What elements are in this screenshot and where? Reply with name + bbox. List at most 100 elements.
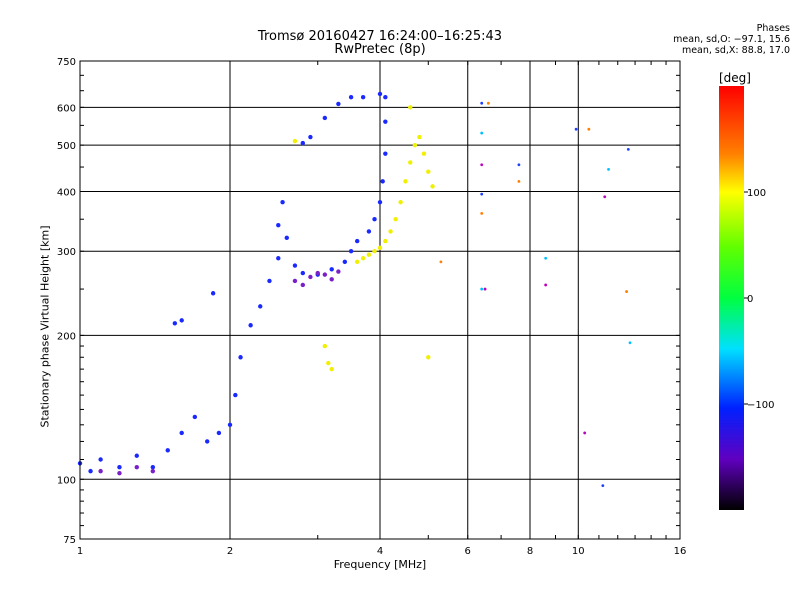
colorbar-ticks: [deg] 100 0 −100 xyxy=(719,71,774,411)
echo-point xyxy=(383,238,388,244)
echo-point xyxy=(326,360,331,366)
echo-point xyxy=(403,179,408,184)
x-tick-label: 2 xyxy=(227,546,233,557)
sparse-echo-point xyxy=(544,283,548,287)
echo-point xyxy=(426,355,431,360)
colorbar-unit-label: [deg] xyxy=(719,71,751,85)
echo-point xyxy=(336,101,341,107)
y-tick-label: 600 xyxy=(57,103,76,114)
echo-point xyxy=(248,323,253,328)
sparse-echo-point xyxy=(601,484,605,488)
echo-point xyxy=(117,470,122,476)
echo-point xyxy=(348,249,354,254)
echo-point xyxy=(329,277,334,282)
sparse-echo-point xyxy=(607,167,610,171)
echo-point xyxy=(98,457,103,462)
sparse-echo-point xyxy=(625,290,628,293)
colorbar-tick-label: 100 xyxy=(747,188,766,199)
data-points-layer xyxy=(77,91,632,488)
echo-point xyxy=(426,169,431,174)
echo-point xyxy=(292,138,298,144)
echo-point xyxy=(88,468,93,474)
y-tick-label: 400 xyxy=(57,187,76,198)
echo-point xyxy=(308,134,313,140)
echo-point xyxy=(430,184,435,189)
echo-point xyxy=(292,263,298,268)
chart-title-line2: RwPretec (8p) xyxy=(334,42,426,57)
x-tick-label: 6 xyxy=(465,546,471,557)
echo-point xyxy=(408,160,413,165)
echo-point xyxy=(393,217,398,222)
echo-point xyxy=(342,259,348,265)
echo-point xyxy=(408,105,413,110)
echo-point xyxy=(417,134,422,140)
echo-point xyxy=(366,252,372,257)
echo-point xyxy=(134,464,139,470)
echo-point xyxy=(377,245,383,250)
echo-point xyxy=(292,278,298,284)
echo-point xyxy=(366,229,372,234)
echo-point xyxy=(204,439,210,444)
sparse-echo-point xyxy=(544,256,548,260)
y-tick-label: 750 xyxy=(57,57,76,68)
echo-point xyxy=(300,270,306,276)
echo-point xyxy=(179,318,184,323)
sparse-echo-point xyxy=(574,127,578,131)
echo-point xyxy=(233,392,238,398)
echo-point xyxy=(412,142,418,148)
echo-point xyxy=(150,468,156,474)
echo-point xyxy=(329,267,334,272)
echo-point xyxy=(280,199,285,205)
echo-point xyxy=(398,199,403,205)
plot-frame xyxy=(79,60,681,540)
echo-point xyxy=(300,282,306,288)
sparse-echo-point xyxy=(480,163,484,167)
echo-point xyxy=(258,304,263,309)
echo-point xyxy=(383,119,388,124)
echo-point xyxy=(216,430,222,436)
x-axis-label: Frequency [MHz] xyxy=(333,558,427,571)
echo-point xyxy=(354,259,360,265)
echo-point xyxy=(300,140,306,146)
echo-point xyxy=(315,270,320,276)
echo-point xyxy=(165,448,170,453)
x-tick-label: 4 xyxy=(377,546,383,557)
echo-point xyxy=(238,355,243,360)
sparse-echo-point xyxy=(626,147,630,151)
y-tick-label: 200 xyxy=(57,331,76,342)
sparse-echo-point xyxy=(517,163,521,167)
y-tick-label: 100 xyxy=(57,475,76,486)
sparse-echo-point xyxy=(583,431,587,435)
echo-point xyxy=(372,249,377,254)
echo-point xyxy=(388,229,393,234)
echo-point xyxy=(179,430,184,436)
sparse-echo-point xyxy=(483,287,487,291)
echo-point xyxy=(322,343,328,349)
echo-point xyxy=(322,115,328,121)
colorbar-tick-label: −100 xyxy=(747,400,774,411)
phases-info-heading: Phases xyxy=(756,23,790,34)
echo-point xyxy=(172,321,178,326)
echo-point xyxy=(383,151,388,156)
y-tick-label: 75 xyxy=(63,535,76,546)
echo-point xyxy=(210,291,216,296)
x-tick-label: 16 xyxy=(674,546,687,557)
sparse-echo-point xyxy=(628,341,632,345)
echo-point xyxy=(284,235,289,241)
echo-point xyxy=(354,238,360,244)
y-tick-label: 300 xyxy=(57,247,76,258)
sparse-echo-point xyxy=(480,287,484,291)
sparse-echo-point xyxy=(480,192,484,196)
echo-point xyxy=(308,274,313,280)
echo-point xyxy=(322,272,328,277)
x-tick-label: 1 xyxy=(77,546,83,557)
echo-point xyxy=(377,199,383,205)
sparse-echo-point xyxy=(486,101,490,105)
echo-point xyxy=(276,256,281,261)
sparse-echo-point xyxy=(587,127,591,131)
echo-point xyxy=(227,422,233,428)
y-tick-label: 500 xyxy=(57,141,76,152)
echo-point xyxy=(98,468,103,474)
echo-point xyxy=(348,94,354,100)
